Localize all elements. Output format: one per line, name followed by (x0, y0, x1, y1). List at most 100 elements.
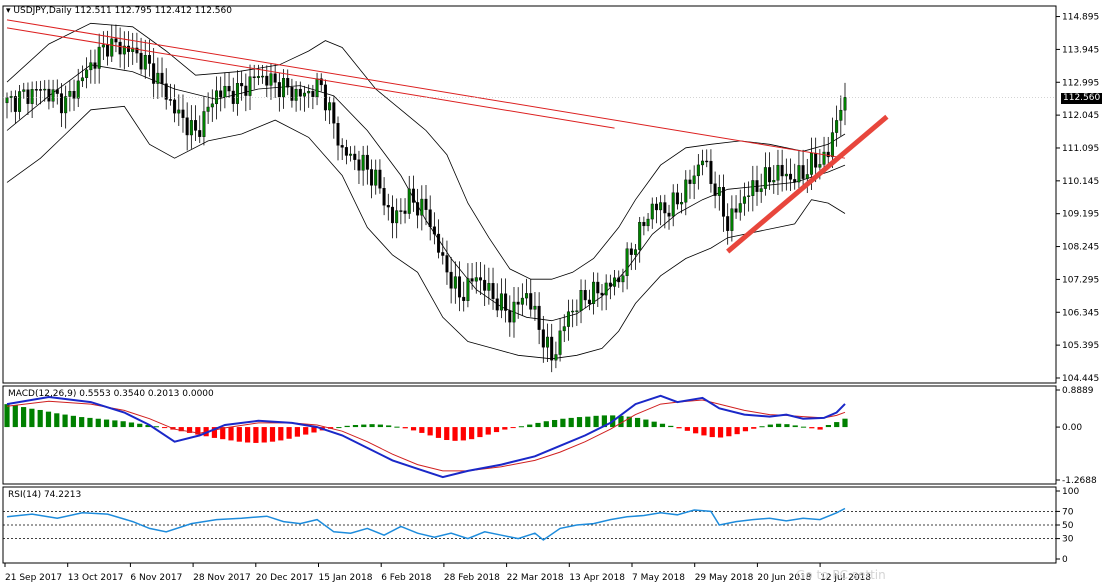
candle-body (478, 277, 482, 281)
candle-body (72, 91, 76, 99)
candle-body (659, 202, 663, 211)
macd-histogram-bar (228, 427, 234, 441)
ohlc-values: 112.511 112.795 112.412 112.560 (74, 6, 232, 16)
candle-body (168, 99, 172, 101)
macd-histogram-bar (70, 415, 76, 428)
candle-body (537, 305, 541, 330)
candle-body (533, 305, 537, 310)
candle-body (395, 210, 399, 224)
candle-body (97, 46, 101, 69)
candle-body (177, 109, 181, 114)
macd-histogram-bar (452, 427, 458, 441)
rsi-tick-label: 0 (1062, 555, 1068, 565)
candle-body (248, 76, 252, 96)
price-tick-label: 111.095 (1062, 144, 1099, 154)
candle-body (181, 109, 185, 118)
candle-body (374, 169, 378, 186)
candle-body (244, 85, 248, 96)
candle-body (139, 52, 143, 70)
macd-histogram-bar (726, 427, 732, 437)
candle-body (51, 89, 55, 102)
candle-body (550, 336, 554, 361)
candle-body (491, 283, 495, 299)
candle-body (558, 330, 562, 355)
candle-body (709, 160, 713, 184)
macd-histogram-bar (410, 427, 417, 431)
rsi-tick-label: 30 (1062, 535, 1074, 545)
bollinger-upper-band (6, 22, 846, 280)
candle-body (713, 183, 717, 196)
candle-body (763, 167, 767, 189)
candle-body (721, 187, 725, 217)
candle-body (608, 282, 612, 287)
candle-body (596, 281, 600, 294)
candle-body (223, 85, 227, 98)
price-tick-label: 112.995 (1062, 78, 1099, 88)
candle-body (768, 167, 772, 183)
macd-histogram-bar (278, 427, 284, 441)
candle-body (386, 205, 390, 208)
macd-histogram-bar (668, 425, 674, 428)
macd-histogram-bar (444, 427, 450, 441)
candle-body (814, 152, 818, 168)
candle-body (156, 72, 160, 84)
candle-body (579, 290, 583, 311)
date-tick-label: 6 Nov 2017 (130, 573, 182, 583)
candle-body (445, 255, 449, 273)
candle-body (470, 278, 474, 282)
candle-body (43, 88, 47, 91)
macd-histogram-bar (709, 427, 715, 438)
candle-body (780, 164, 784, 177)
candle-body (185, 117, 189, 136)
candle-body (663, 202, 667, 214)
macd-histogram-bar (792, 425, 798, 428)
candle-body (420, 198, 424, 216)
candle-body (776, 164, 780, 181)
candle-body (370, 169, 374, 186)
candle-body (650, 203, 654, 220)
date-tick-label: 15 Jan 2018 (319, 573, 373, 583)
candle-body (55, 89, 59, 94)
candle-body (671, 192, 675, 217)
candle-body (621, 275, 625, 283)
macd-histogram-bar (518, 426, 525, 428)
candle-body (424, 198, 428, 210)
candle-body (361, 154, 365, 171)
candle-body (26, 89, 30, 104)
macd-histogram-bar (493, 427, 500, 433)
candle-body (59, 93, 63, 114)
candle-body (583, 290, 587, 301)
candle-body (89, 62, 93, 71)
candle-body (319, 78, 323, 86)
descending-channel-line-2 (6, 27, 615, 129)
candle-body (458, 276, 462, 298)
candle-body (642, 221, 646, 227)
candle-body (638, 221, 642, 250)
price-tick-label: 106.345 (1062, 308, 1099, 318)
macd-histogram-bar (535, 422, 541, 428)
rsi-tick-label: 50 (1062, 521, 1074, 531)
candle-body (357, 159, 361, 171)
bollinger-lower-band (6, 105, 846, 360)
dropdown-arrow-icon[interactable]: ▾ (6, 6, 11, 16)
macd-histogram-bar (261, 427, 267, 443)
candle-body (705, 160, 709, 163)
macd-histogram-bar (336, 427, 342, 429)
macd-signal-line (6, 399, 846, 472)
macd-histogram-bar (45, 411, 52, 428)
date-tick-label: 20 Jun 2018 (757, 573, 811, 583)
candle-body (135, 47, 139, 54)
macd-histogram-bar (435, 427, 442, 438)
candle-body (101, 44, 105, 48)
candle-body (625, 248, 629, 276)
candle-body (390, 206, 394, 224)
candle-body (483, 279, 487, 291)
macd-histogram-bar (153, 426, 159, 428)
macd-histogram-bar (54, 413, 60, 428)
candle-body (826, 151, 830, 158)
candle-body (809, 152, 813, 175)
macd-histogram-bar (742, 427, 749, 432)
macd-histogram-bar (211, 427, 218, 438)
price-tick-label: 107.295 (1062, 275, 1099, 285)
